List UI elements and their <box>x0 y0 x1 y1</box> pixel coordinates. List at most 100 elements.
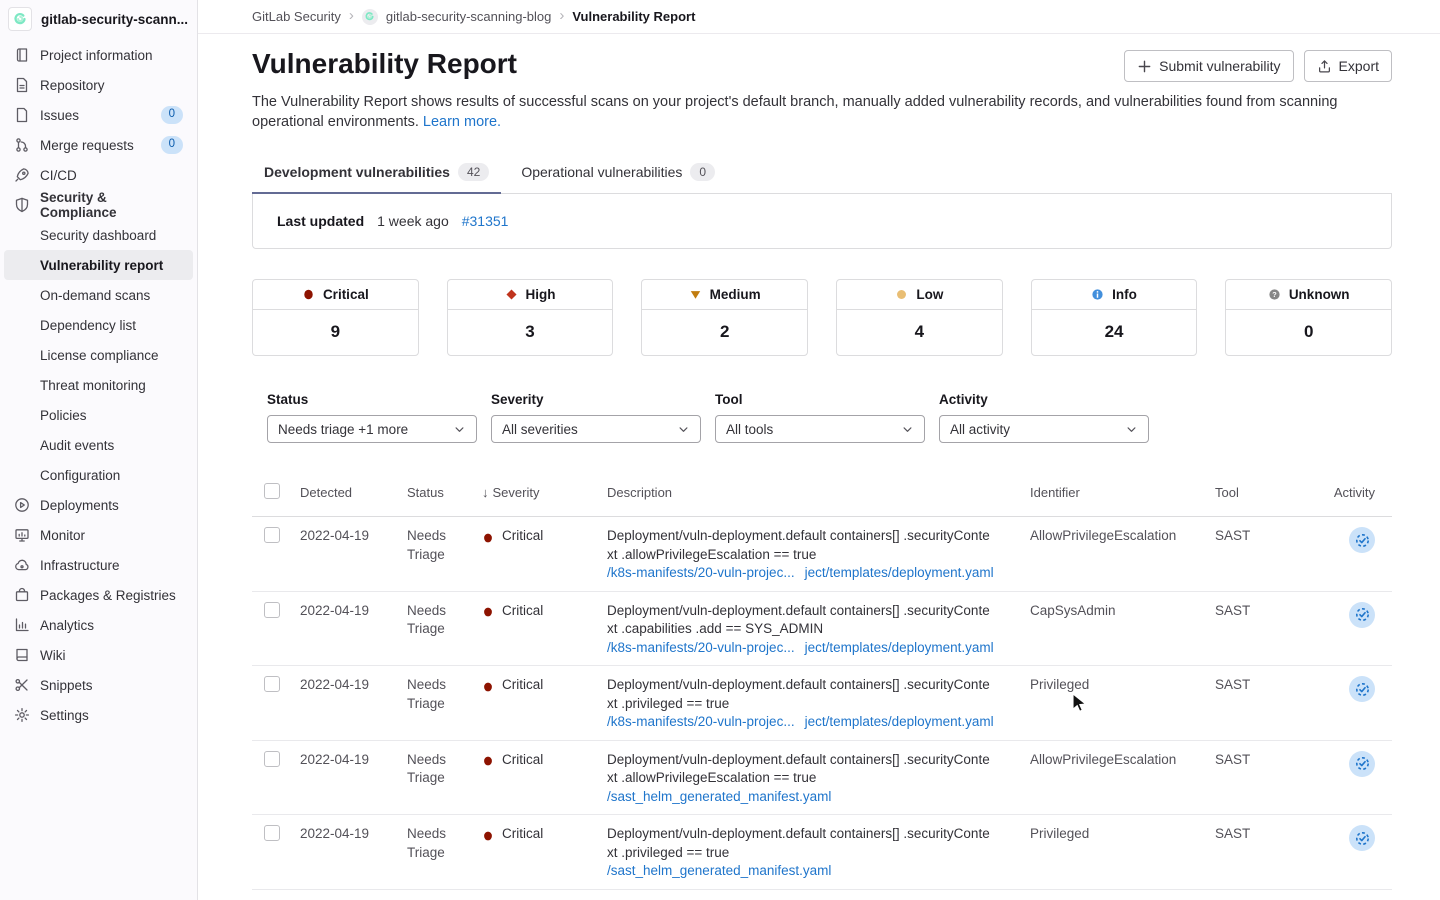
sidebar-item[interactable]: Wiki <box>0 640 197 670</box>
pipeline-link[interactable]: #31351 <box>461 213 509 230</box>
severity-label: Critical <box>502 751 544 767</box>
breadcrumb-root[interactable]: GitLab Security <box>252 9 341 24</box>
file-link[interactable]: /k8s-manifests/20-vuln-projec... <box>607 714 795 730</box>
header-description[interactable]: Description <box>607 485 673 501</box>
breadcrumb-project[interactable]: gitlab-security-scanning-blog <box>385 9 552 24</box>
severity-card-label: High <box>525 287 556 303</box>
sidebar-item[interactable]: Configuration <box>0 460 197 490</box>
sidebar-item[interactable]: Security dashboard <box>0 220 197 250</box>
issue-created-icon-button[interactable] <box>1349 527 1375 554</box>
severity-icon <box>1091 288 1104 301</box>
sidebar-item[interactable]: Threat monitoring <box>0 370 197 400</box>
sidebar-item[interactable]: Deployments <box>0 490 197 520</box>
severity-cell: Critical <box>482 676 607 698</box>
row-checkbox[interactable] <box>264 750 280 767</box>
file-link[interactable]: /k8s-manifests/20-vuln-projec... <box>607 565 795 581</box>
sidebar-item-label: Vulnerability report <box>40 257 164 273</box>
sidebar-item-icon <box>14 617 30 633</box>
file-link[interactable]: /sast_helm_generated_manifest.yaml <box>607 863 832 879</box>
file-link[interactable]: /sast_helm_generated_manifest.yaml <box>607 788 832 804</box>
filter-select[interactable]: All activity <box>939 415 1149 444</box>
table-row[interactable]: 2022-04-19 Needs Triage Critical Deploym <box>252 815 1392 890</box>
file-link[interactable]: /k8s-manifests/20-vuln-projec... <box>607 639 795 655</box>
sidebar-item[interactable]: Infrastructure <box>0 550 197 580</box>
table-row[interactable] <box>252 890 1392 900</box>
sidebar-item[interactable]: CI/CD <box>0 160 197 190</box>
header-status[interactable]: Status <box>407 485 444 501</box>
sidebar-item[interactable]: Audit events <box>0 430 197 460</box>
detected-cell: 2022-04-19 <box>300 826 370 842</box>
sidebar-item[interactable]: Analytics <box>0 610 197 640</box>
sidebar-item-icon <box>14 707 30 723</box>
header-severity[interactable]: ↓ Severity <box>482 485 607 500</box>
tab[interactable]: Development vulnerabilities 42 <box>252 153 502 195</box>
export-label: Export <box>1338 58 1379 74</box>
project-avatar <box>8 7 32 31</box>
submit-vulnerability-button[interactable]: Submit vulnerability <box>1124 50 1294 82</box>
issue-created-icon-button[interactable] <box>1349 676 1375 703</box>
file-link[interactable]: ject/templates/deployment.yaml <box>804 639 994 655</box>
sidebar-item[interactable]: License compliance <box>0 340 197 370</box>
sidebar-project-header[interactable]: gitlab-security-scann... <box>0 0 197 38</box>
sidebar-item[interactable]: Repository <box>0 70 197 100</box>
learn-more-link[interactable]: Learn more. <box>422 113 502 130</box>
header-identifier[interactable]: Identifier <box>1030 485 1080 501</box>
severity-card: Medium 2 <box>641 279 809 357</box>
filter-label: Status <box>267 392 309 408</box>
sidebar-item[interactable]: Project information <box>0 40 197 70</box>
table-row[interactable]: 2022-04-19 Needs Triage Critical Deploym <box>252 592 1392 667</box>
sidebar-item-label: Analytics <box>40 617 95 633</box>
severity-icon <box>482 829 494 841</box>
severity-card: ? Unknown 0 <box>1225 279 1393 357</box>
sidebar-item[interactable]: On-demand scans <box>0 280 197 310</box>
row-checkbox[interactable] <box>264 676 280 693</box>
severity-icon <box>482 754 494 766</box>
sidebar-item[interactable]: Dependency list <box>0 310 197 340</box>
sidebar-item-label: Merge requests <box>40 137 134 153</box>
filter-selected-value: All severities <box>502 421 578 437</box>
sidebar-item[interactable]: Settings <box>0 700 197 730</box>
row-checkbox[interactable] <box>264 825 280 842</box>
issue-created-icon-button[interactable] <box>1349 601 1375 628</box>
tab[interactable]: Operational vulnerabilities 0 <box>509 153 727 194</box>
sidebar-item[interactable]: Vulnerability report <box>4 250 193 280</box>
page-title: Vulnerability Report <box>252 48 518 79</box>
sidebar-item[interactable]: Snippets <box>0 670 197 700</box>
header-activity[interactable]: Activity <box>1333 485 1375 501</box>
sidebar-item-label: License compliance <box>40 347 159 363</box>
description-line: xt .allowPrivilegeEscalation == true <box>607 546 817 562</box>
header-detected[interactable]: Detected <box>300 485 353 501</box>
issue-created-icon-button[interactable] <box>1349 750 1375 777</box>
select-all-checkbox[interactable] <box>264 483 280 500</box>
export-button[interactable]: Export <box>1303 50 1392 82</box>
submit-vulnerability-label: Submit vulnerability <box>1159 58 1281 74</box>
header-tool[interactable]: Tool <box>1215 485 1239 501</box>
filter-select[interactable]: All severities <box>491 415 701 444</box>
row-checkbox[interactable] <box>264 601 280 618</box>
filter-group: Activity All activity <box>939 392 1149 444</box>
issue-created-icon-button[interactable] <box>1349 825 1375 852</box>
identifier-cell: AllowPrivilegeEscalation <box>1030 751 1177 767</box>
table-row[interactable]: 2022-04-19 Needs Triage Critical Deploym <box>252 666 1392 741</box>
sidebar-item[interactable]: Monitor <box>0 520 197 550</box>
sidebar: gitlab-security-scann... Project informa… <box>0 0 198 900</box>
sidebar-item[interactable]: Merge requests 0 <box>0 130 197 160</box>
sidebar-item-label: Threat monitoring <box>40 377 146 393</box>
sidebar-item[interactable]: Issues 0 <box>0 100 197 130</box>
identifier-cell: AllowPrivilegeEscalation <box>1030 528 1177 544</box>
sidebar-item-icon <box>14 587 30 603</box>
filter-select[interactable]: Needs triage +1 more <box>267 415 477 444</box>
filter-select[interactable]: All tools <box>715 415 925 444</box>
file-link[interactable]: ject/templates/deployment.yaml <box>804 714 994 730</box>
sidebar-item[interactable]: Security & Compliance <box>0 190 197 220</box>
row-checkbox[interactable] <box>264 527 280 544</box>
tabs: Development vulnerabilities 42 Operation… <box>252 153 1392 195</box>
table-row[interactable]: 2022-04-19 Needs Triage Critical Deploym <box>252 517 1392 592</box>
sidebar-item[interactable]: Policies <box>0 400 197 430</box>
severity-card: Low 4 <box>836 279 1003 357</box>
severity-icon <box>482 680 494 692</box>
filter-group: Severity All severities <box>491 392 701 444</box>
table-row[interactable]: 2022-04-19 Needs Triage Critical Deploym <box>252 741 1392 816</box>
sidebar-item[interactable]: Packages & Registries <box>0 580 197 610</box>
file-link[interactable]: ject/templates/deployment.yaml <box>804 565 994 581</box>
